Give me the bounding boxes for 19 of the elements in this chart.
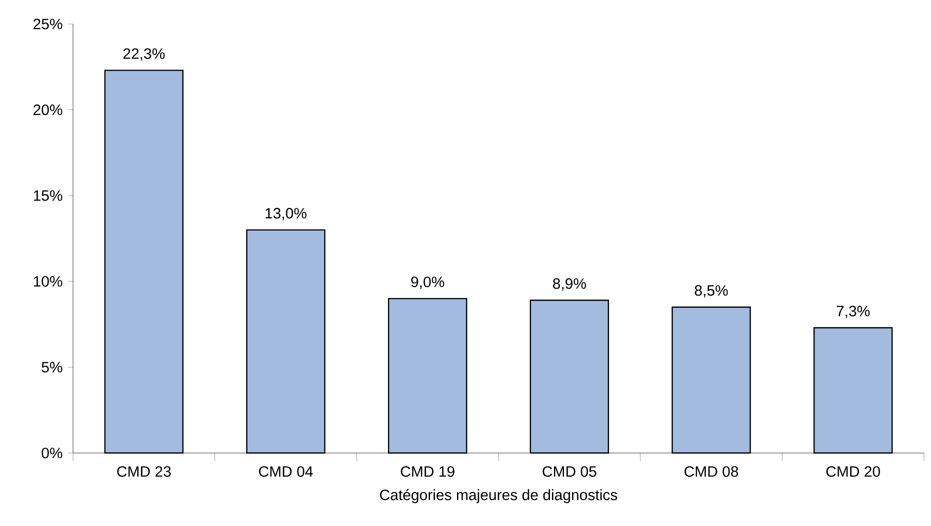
data-label: 8,5% bbox=[694, 285, 728, 298]
y-tick-label: 25% bbox=[34, 18, 62, 30]
y-tick-label: 15% bbox=[34, 190, 62, 201]
x-tick-label: CMD 08 bbox=[684, 466, 738, 477]
y-tick-label: 20% bbox=[34, 104, 62, 116]
y-tick-label: 10% bbox=[34, 276, 62, 287]
data-label: 9,0% bbox=[411, 276, 444, 289]
data-label: 22,3% bbox=[123, 48, 165, 61]
x-tick-label: CMD 23 bbox=[117, 466, 171, 477]
y-tick-label: 5% bbox=[42, 362, 62, 372]
x-tick-label: CMD 04 bbox=[259, 466, 313, 477]
data-label: 13,0% bbox=[266, 208, 306, 220]
x-tick-label: CMD 20 bbox=[826, 466, 880, 477]
y-tick-label: 0% bbox=[42, 448, 62, 458]
data-label: 8,9% bbox=[552, 278, 586, 291]
x-axis-title: Catégories majeures de diagnostics bbox=[380, 489, 618, 504]
data-label: 7,3% bbox=[836, 306, 870, 318]
x-tick-label: CMD 05 bbox=[542, 466, 596, 477]
x-tick-label: CMD 19 bbox=[400, 466, 454, 477]
